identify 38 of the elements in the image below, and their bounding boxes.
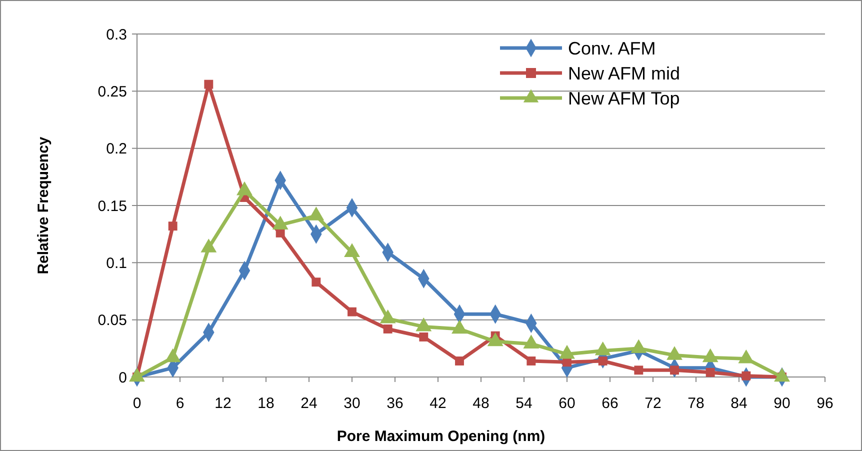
y-axis-title: Relative Frequency xyxy=(35,136,52,274)
x-tick-label: 0 xyxy=(132,395,142,412)
x-tick-label: 6 xyxy=(176,395,184,412)
legend-label: New AFM Top xyxy=(568,88,680,108)
x-tick-label: 54 xyxy=(516,395,532,412)
x-tick-label: 24 xyxy=(300,395,318,412)
y-tick-label: 0.25 xyxy=(98,83,127,100)
y-tick-label: 0.1 xyxy=(106,254,127,272)
y-tick-label: 0.15 xyxy=(98,198,127,215)
x-tick-label: 78 xyxy=(688,395,704,412)
x-tick-label: 48 xyxy=(472,395,490,412)
point xyxy=(526,356,536,366)
x-tick-label: 90 xyxy=(774,395,790,412)
y-tick-label: 0.05 xyxy=(98,312,127,330)
x-tick-label: 18 xyxy=(258,395,274,412)
legend-label: New AFM mid xyxy=(568,63,680,84)
x-tick-label: 36 xyxy=(386,395,404,412)
x-axis-title: Pore Maximum Opening (nm) xyxy=(336,428,546,445)
legend-label: Conv. AFM xyxy=(568,38,656,58)
point xyxy=(348,307,356,316)
x-tick-label: 96 xyxy=(816,395,834,412)
x-tick-label: 66 xyxy=(602,395,618,412)
point xyxy=(419,332,428,342)
x-tick-label: 12 xyxy=(214,395,232,412)
x-tick-label: 42 xyxy=(430,395,446,412)
x-tick-label: 84 xyxy=(730,395,748,412)
point xyxy=(383,324,392,334)
x-tick-label: 72 xyxy=(644,395,662,412)
x-tick-label: 60 xyxy=(558,395,576,412)
y-tick-label: 0.3 xyxy=(106,26,127,44)
y-tick-label: 0.2 xyxy=(106,140,127,158)
point xyxy=(168,222,178,231)
x-tick-label: 30 xyxy=(344,395,360,412)
point xyxy=(634,366,644,375)
point xyxy=(312,278,321,287)
y-tick-label: 0 xyxy=(118,369,127,386)
point xyxy=(204,80,214,89)
point xyxy=(455,356,464,366)
